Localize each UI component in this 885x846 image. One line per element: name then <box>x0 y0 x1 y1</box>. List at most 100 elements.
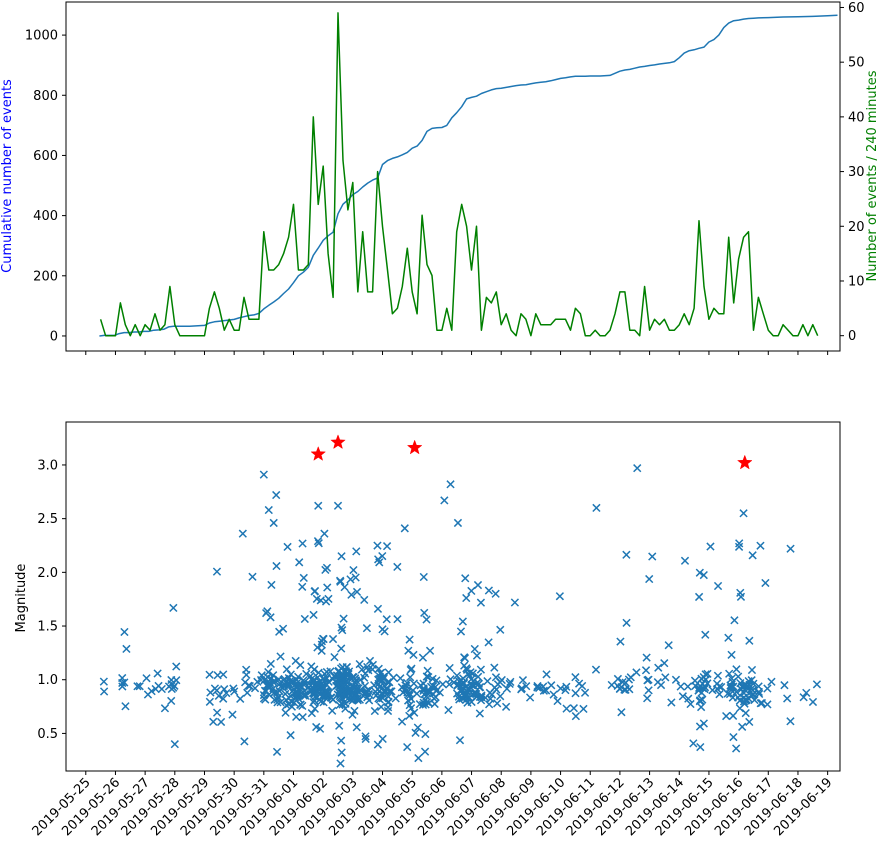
event-marker <box>425 646 435 655</box>
event-marker <box>403 696 413 705</box>
event-marker <box>352 723 361 732</box>
event-marker <box>292 712 301 722</box>
event-marker <box>341 704 350 713</box>
event-marker <box>222 688 231 698</box>
event-marker <box>562 682 571 691</box>
event-marker <box>460 654 470 663</box>
event-marker <box>309 698 318 707</box>
event-marker <box>556 684 565 693</box>
event-marker <box>167 684 176 694</box>
event-marker <box>298 713 307 722</box>
right-y-tick-label: 0 <box>848 329 856 344</box>
event-marker <box>389 673 398 682</box>
event-marker <box>376 702 386 712</box>
event-marker <box>761 578 770 588</box>
event-marker <box>729 732 738 742</box>
event-markers <box>99 464 822 768</box>
event-marker <box>749 679 758 688</box>
event-marker <box>490 663 499 672</box>
event-marker <box>118 678 127 688</box>
event-marker <box>412 689 422 698</box>
event-marker <box>703 679 712 688</box>
event-marker <box>365 656 375 666</box>
event-marker <box>411 728 420 737</box>
event-marker <box>320 529 329 538</box>
magnitude-y-tick-label: 0.5 <box>37 727 58 742</box>
event-marker <box>298 539 307 548</box>
event-marker <box>734 672 743 681</box>
event-marker <box>356 675 365 684</box>
event-marker <box>468 669 478 678</box>
event-marker <box>678 692 687 701</box>
event-marker <box>667 698 676 707</box>
event-marker <box>370 706 379 716</box>
event-marker <box>460 678 469 688</box>
magnitude-axis-label: Magnitude <box>14 564 29 633</box>
event-marker <box>276 652 285 661</box>
event-marker <box>684 694 693 703</box>
event-marker <box>295 558 304 567</box>
large-event-star-marker <box>310 446 327 461</box>
event-marker <box>403 688 412 697</box>
event-marker <box>330 653 339 662</box>
event-marker <box>418 653 428 662</box>
event-marker <box>169 603 178 613</box>
event-marker <box>167 696 176 706</box>
event-marker <box>276 698 285 707</box>
event-marker <box>440 496 449 505</box>
event-marker <box>405 711 414 720</box>
event-marker <box>741 708 750 718</box>
event-marker <box>491 589 500 598</box>
event-marker <box>219 694 228 703</box>
event-marker <box>405 701 414 710</box>
event-marker <box>313 537 323 546</box>
event-marker <box>409 650 418 660</box>
event-marker <box>317 646 326 655</box>
event-marker <box>786 717 795 726</box>
event-marker <box>299 676 308 685</box>
event-marker <box>269 518 278 528</box>
event-marker <box>212 567 222 576</box>
event-marker <box>406 673 415 682</box>
event-marker <box>228 710 237 719</box>
event-marker <box>220 685 229 694</box>
event-marker <box>266 613 275 622</box>
event-marker <box>373 541 382 550</box>
event-marker <box>799 693 808 702</box>
event-marker <box>413 723 422 732</box>
event-marker <box>591 665 601 674</box>
event-marker <box>613 674 623 684</box>
event-marker <box>755 689 764 699</box>
event-marker <box>349 693 358 702</box>
event-marker <box>468 681 477 690</box>
event-marker <box>261 695 270 704</box>
event-marker <box>414 753 423 763</box>
event-marker <box>336 759 345 768</box>
event-marker <box>763 700 772 709</box>
event-marker <box>732 665 741 674</box>
event-marker <box>577 681 587 691</box>
left-y-tick-label: 0 <box>50 329 58 344</box>
event-marker <box>736 588 745 597</box>
event-marker <box>812 680 822 689</box>
event-marker <box>282 665 291 674</box>
event-marker <box>484 638 493 647</box>
event-marker <box>644 675 653 684</box>
event-marker <box>230 687 239 696</box>
event-marker <box>756 541 765 550</box>
event-marker <box>147 687 156 696</box>
event-marker <box>643 694 652 703</box>
magnitude-y-tick-label: 1.5 <box>37 620 58 635</box>
event-marker <box>695 568 704 577</box>
left-y-tick-label: 600 <box>33 149 58 164</box>
event-marker <box>320 669 329 678</box>
event-marker <box>374 664 383 673</box>
event-marker <box>292 675 301 685</box>
event-marker <box>409 679 419 688</box>
event-marker <box>476 598 486 607</box>
event-marker <box>686 699 695 709</box>
event-marker <box>355 659 364 669</box>
event-marker <box>340 582 349 592</box>
event-marker <box>407 664 416 673</box>
